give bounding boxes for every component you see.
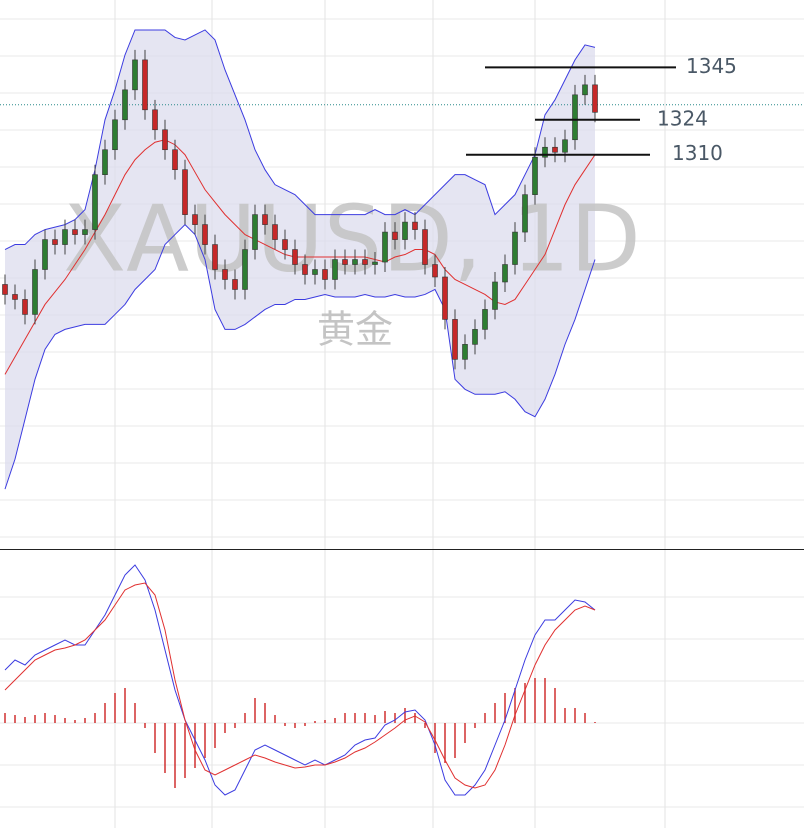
- candle-body: [582, 84, 588, 96]
- candle-body: [182, 169, 188, 215]
- candle-body: [122, 89, 128, 121]
- candle-body: [382, 231, 388, 263]
- macd-panel: [4, 564, 596, 796]
- candle-body: [12, 294, 18, 300]
- candle-body: [142, 59, 148, 111]
- level-label: 1324: [657, 106, 708, 130]
- candle-body: [342, 259, 348, 265]
- candle-body: [272, 224, 278, 240]
- candle-body: [52, 239, 58, 245]
- band-line: [4, 223, 596, 490]
- candle-body: [362, 259, 368, 265]
- candle-body: [442, 276, 448, 320]
- candle-body: [372, 261, 378, 265]
- candle-body: [32, 269, 38, 315]
- macd-line: [4, 564, 596, 796]
- level-label: 1345: [686, 54, 737, 78]
- candle-body: [152, 109, 158, 131]
- chart-title: XAUUSD, 1D: [63, 185, 641, 292]
- candle-body: [562, 139, 568, 153]
- candle-body: [262, 214, 268, 225]
- candle-body: [452, 319, 458, 360]
- candle-body: [222, 269, 228, 280]
- candle-body: [62, 229, 68, 245]
- candle-body: [472, 329, 478, 345]
- candle-body: [422, 229, 428, 265]
- candle-body: [102, 149, 108, 175]
- candle-body: [252, 214, 258, 250]
- candle-body: [542, 146, 548, 158]
- candle-body: [72, 229, 78, 235]
- candle-body: [132, 59, 138, 91]
- candle-body: [512, 231, 518, 265]
- candle-body: [112, 119, 118, 151]
- candle-body: [42, 239, 48, 270]
- candle-body: [162, 129, 168, 151]
- macd-line: [4, 582, 596, 789]
- candle-body: [2, 284, 8, 295]
- candle-body: [282, 239, 288, 250]
- candle-body: [202, 224, 208, 245]
- candle-body: [552, 146, 558, 153]
- candle-body: [322, 269, 328, 280]
- candle-body: [92, 174, 98, 230]
- price-panel: XAUUSD, 1D 黄金 1345 1324 1310: [0, 29, 804, 490]
- candle-body: [292, 249, 298, 265]
- candle-body: [312, 269, 318, 275]
- candle-body: [572, 94, 578, 141]
- candle-body: [82, 229, 88, 235]
- candle-body: [232, 279, 238, 290]
- candle-body: [302, 264, 308, 275]
- candle-body: [352, 259, 358, 265]
- candle-body: [502, 264, 508, 283]
- candle-body: [22, 299, 28, 315]
- level-label: 1310: [672, 141, 723, 165]
- chart-subtitle: 黄金: [317, 308, 393, 352]
- candle-body: [482, 309, 488, 330]
- candle-body: [412, 221, 418, 230]
- candle-body: [532, 156, 538, 195]
- candle-body: [172, 149, 178, 170]
- candle-body: [432, 264, 438, 278]
- candle-body: [332, 259, 338, 280]
- candle-body: [402, 221, 408, 240]
- candle-body: [492, 281, 498, 310]
- candle-body: [592, 84, 598, 113]
- candle-body: [242, 249, 248, 290]
- candle-body: [522, 194, 528, 233]
- candle-body: [392, 231, 398, 240]
- candle-body: [212, 244, 218, 270]
- candle-body: [462, 344, 468, 360]
- band-line: [4, 29, 596, 250]
- candle-body: [192, 214, 198, 225]
